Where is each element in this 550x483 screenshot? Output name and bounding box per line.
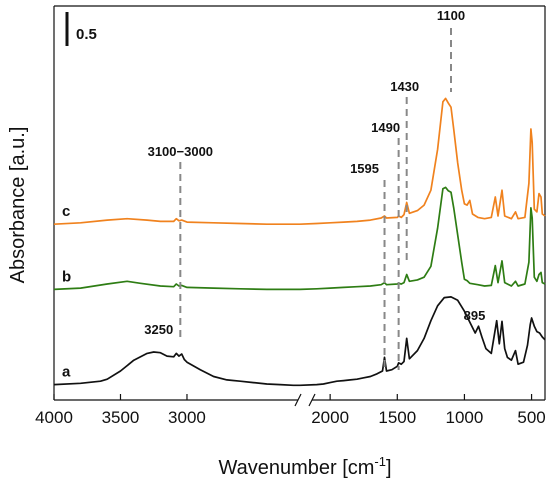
- series-label-b: b: [62, 268, 71, 285]
- series-b-line-2: [299, 186, 546, 291]
- x-tick-label-4000: 4000: [35, 408, 73, 427]
- x-tick-label-3000: 3000: [168, 408, 206, 427]
- annotation-label-5: 3250: [144, 322, 173, 337]
- annotation-label-3: 1595: [350, 161, 379, 176]
- x-tick-label-2000: 2000: [311, 408, 349, 427]
- y-axis-title: Absorbance [a.u.]: [7, 127, 29, 284]
- series-layer: a b c: [53, 97, 546, 387]
- axis-break-mark-2: [308, 393, 316, 407]
- series-c-line-2: [299, 97, 546, 226]
- x-axis-title-main: Wavenumber [cm: [218, 457, 374, 479]
- scale-bar: 0.5: [65, 12, 97, 46]
- x-tick-label-500: 500: [517, 408, 545, 427]
- series-label-c: c: [62, 203, 70, 220]
- plot-frame: [53, 5, 546, 407]
- scale-bar-label: 0.5: [76, 26, 97, 43]
- annotation-label-6: 895: [464, 308, 486, 323]
- series-label-a: a: [62, 364, 71, 381]
- annotation-label-0: 1100: [437, 8, 465, 23]
- annotation-layer: 1100 1430 1490 1595 3100−3000 3250 895: [144, 8, 485, 372]
- annotation-label-2: 1490: [371, 120, 400, 135]
- series-a-line-1: [53, 351, 300, 387]
- x-tick-label-1500: 1500: [378, 408, 416, 427]
- x-tick-label-3500: 3500: [102, 408, 140, 427]
- series-b-line-1: [53, 280, 300, 291]
- annotation-label-4: 3100−3000: [148, 144, 213, 159]
- series-c-line-1: [53, 217, 300, 226]
- x-tick-label-1000: 1000: [446, 408, 484, 427]
- x-axis-title: Wavenumber [cm-1]: [218, 454, 391, 479]
- x-axis: 4000 3500 3000 2000 1500 1000 500: [35, 394, 546, 427]
- x-axis-title-end: ]: [386, 457, 392, 479]
- axis-break-mark-1: [294, 393, 302, 407]
- x-axis-title-superscript: -1: [374, 454, 386, 469]
- series-a-line-2: [299, 296, 546, 387]
- annotation-label-1: 1430: [390, 79, 419, 94]
